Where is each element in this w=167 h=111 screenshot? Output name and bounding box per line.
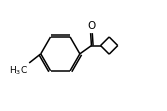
Text: O: O [87,21,96,31]
Text: H$_3$C: H$_3$C [9,65,28,77]
